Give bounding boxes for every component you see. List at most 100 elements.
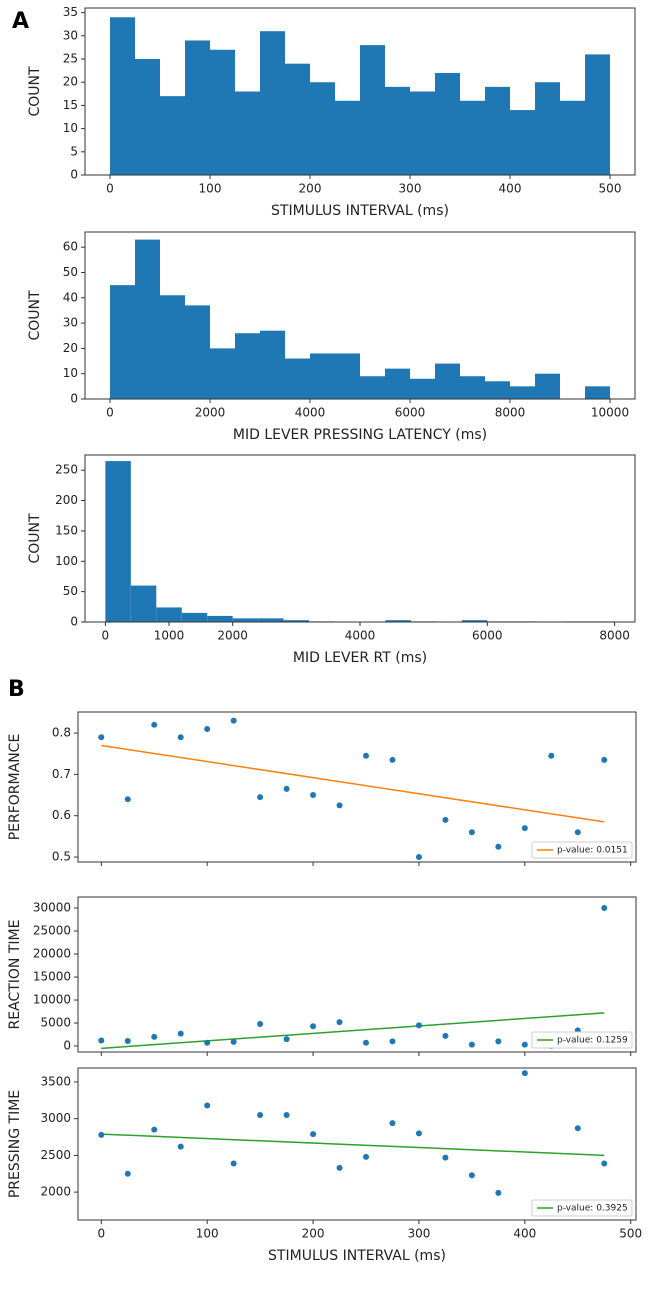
point (98, 1131, 105, 1138)
point (177, 1143, 184, 1150)
bar (105, 461, 131, 622)
bar (585, 54, 610, 176)
point (389, 756, 396, 763)
point (310, 792, 317, 799)
bar (285, 358, 310, 399)
point (601, 756, 608, 763)
point (257, 794, 264, 801)
bar (135, 239, 160, 399)
point (574, 829, 581, 836)
x-tick-label: 1000 (154, 629, 185, 643)
chart: 0 5 10 15 20 25 30 35 0 100 200 300 400 500 STIMULUS I… (27, 5, 636, 219)
point (415, 1022, 422, 1029)
x-tick-label: 4000 (295, 406, 326, 420)
bar (110, 285, 135, 399)
y-tick-label: 2500 (40, 1148, 71, 1162)
point (601, 1160, 608, 1167)
legend-label: p-value: 0.0151 (557, 846, 628, 856)
point (468, 1041, 475, 1048)
point (468, 829, 475, 836)
y-tick-label: 25 (63, 52, 78, 66)
y-tick-label: 200 (55, 493, 78, 507)
point (257, 1020, 264, 1027)
bar (185, 305, 210, 399)
point (283, 1036, 290, 1043)
y-tick-label: 60 (63, 240, 78, 254)
plot-frame (84, 7, 636, 176)
y-axis-label: REACTION TIME (7, 920, 23, 1030)
x-tick-label: 2000 (217, 629, 248, 643)
fit-line (101, 744, 605, 823)
y-tick-label: 0.5 (52, 850, 71, 864)
bar (185, 40, 210, 175)
panel-label: A (12, 9, 29, 34)
fit-line (101, 1012, 605, 1050)
bar (207, 615, 233, 622)
point (521, 825, 528, 832)
bar (310, 82, 335, 175)
x-tick-label: 500 (599, 182, 622, 196)
bar (160, 295, 185, 399)
x-tick-label: 200 (302, 1227, 325, 1241)
y-tick-label: 250 (55, 463, 78, 477)
bar (435, 72, 460, 175)
bar (335, 100, 360, 175)
x-tick-label: 2000 (195, 406, 226, 420)
x-tick-label: 0 (106, 406, 114, 420)
bar (510, 386, 535, 399)
point (283, 1111, 290, 1118)
y-tick-label: 20000 (33, 947, 71, 961)
y-tick-label: 3000 (40, 1111, 71, 1125)
point (363, 1153, 369, 1160)
chart: p-value: 0.0151 0.5 0.6 0.7 0.8 PERFORMANCE (7, 711, 637, 866)
point (204, 1039, 211, 1046)
bar (435, 363, 460, 399)
y-tick-label: 10 (63, 366, 78, 380)
y-axis-label: PERFORMANCE (7, 734, 23, 841)
bar (135, 59, 160, 175)
point (204, 1102, 211, 1109)
point (310, 1131, 317, 1138)
bar (385, 620, 411, 622)
legend-box (531, 1031, 633, 1049)
point (124, 1170, 131, 1177)
point (204, 725, 211, 732)
bar (258, 618, 284, 622)
point (230, 1038, 237, 1045)
y-tick-label: 20 (63, 341, 78, 355)
x-tick-label: 4000 (345, 629, 376, 643)
bar (585, 386, 610, 399)
point (124, 1037, 131, 1044)
bar (130, 585, 157, 622)
plot-frame (84, 231, 636, 400)
point (151, 1126, 158, 1133)
y-axis-label: COUNT (27, 513, 43, 564)
y-tick-label: 40 (63, 290, 78, 304)
point (257, 1111, 264, 1118)
point (336, 1164, 343, 1171)
bar (461, 620, 488, 622)
y-tick-label: 0.6 (52, 808, 71, 822)
legend: p-value: 0.3925 (531, 1199, 633, 1217)
y-tick-label: 0.8 (52, 726, 71, 740)
chart: 0 50 100 150 200 250 0 1000 2000 4000 6000 8000 MID … (27, 454, 636, 666)
bar (510, 110, 535, 175)
bar (460, 100, 485, 175)
y-tick-label: 5000 (40, 1016, 71, 1030)
point (521, 1070, 528, 1077)
point (310, 1023, 317, 1030)
x-tick-label: 100 (199, 182, 222, 196)
bar (410, 378, 435, 399)
x-tick-label: 0 (106, 182, 114, 196)
bar (210, 348, 235, 399)
legend: p-value: 0.1259 (531, 1031, 633, 1049)
bar (283, 620, 310, 622)
point (442, 1032, 449, 1039)
point (521, 1041, 528, 1048)
point (151, 1033, 158, 1040)
bar (385, 86, 410, 175)
point (283, 785, 290, 792)
x-tick-label: 8000 (495, 406, 526, 420)
y-tick-label: 150 (55, 523, 78, 537)
point (151, 721, 158, 728)
